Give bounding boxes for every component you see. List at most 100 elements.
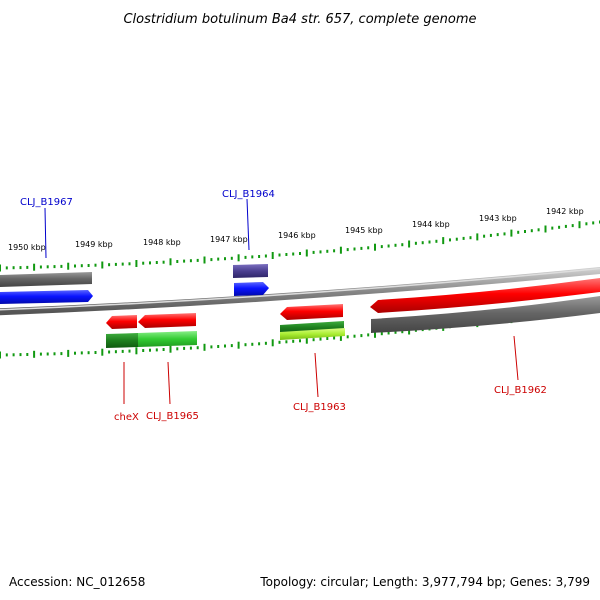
inner-scale-tick bbox=[367, 333, 370, 337]
inner-scale-tick bbox=[258, 342, 261, 346]
outer-scale-tick bbox=[449, 238, 451, 242]
inner-scale-tick bbox=[292, 339, 295, 343]
cds-clj-b1967[interactable] bbox=[0, 290, 93, 304]
inner-scale-tick bbox=[285, 340, 288, 344]
outer-scale-tick bbox=[360, 246, 363, 250]
accession-text: Accession: NC_012658 bbox=[9, 575, 145, 589]
gene-label-clj-b1965[interactable]: CLJ_B1965 bbox=[146, 411, 199, 422]
genome-summary: Topology: circular; Length: 3,977,794 bp… bbox=[259, 575, 590, 589]
outer-scale-tick bbox=[121, 262, 124, 266]
outer-scale-tick bbox=[292, 252, 295, 256]
leader-clj-b1964 bbox=[246, 198, 250, 251]
outer-scale-tick bbox=[367, 246, 370, 250]
outer-scale-tick bbox=[94, 263, 97, 267]
inner-scale-tick bbox=[360, 334, 363, 338]
outer-scale-tick bbox=[189, 259, 192, 263]
inner-scale-tick bbox=[326, 337, 329, 340]
outer-scale-tick bbox=[224, 257, 226, 261]
outer-scale bbox=[0, 220, 600, 272]
inner-scale-tick bbox=[80, 351, 83, 355]
outer-scale-tick bbox=[251, 255, 254, 259]
outer-scale-tick bbox=[483, 234, 486, 238]
inner-scale-tick bbox=[401, 330, 404, 334]
outer-scale-tick bbox=[353, 247, 356, 251]
outer-scale-tick bbox=[128, 262, 131, 266]
outer-scale-tick bbox=[551, 226, 554, 230]
outer-scale-tick bbox=[5, 266, 8, 270]
outer-scale-tick bbox=[203, 256, 206, 264]
rna-clj-b1965[interactable] bbox=[138, 331, 197, 347]
outer-scale-tick bbox=[101, 261, 104, 269]
outer-scale-tick bbox=[585, 222, 588, 226]
outer-scale-tick bbox=[67, 262, 70, 270]
inner-scale-tick bbox=[135, 347, 138, 355]
inner-scale-tick bbox=[12, 353, 15, 357]
inner-scale-tick bbox=[210, 345, 213, 349]
inner-scale-tick bbox=[74, 351, 76, 355]
outer-scale-tick bbox=[80, 264, 83, 268]
leader-clj-b1967 bbox=[44, 207, 47, 259]
gene-label-clj-b1967[interactable]: CLJ_B1967 bbox=[20, 197, 73, 208]
inner-scale-tick bbox=[162, 348, 165, 351]
inner-scale-tick bbox=[244, 343, 247, 347]
outer-scale-tick bbox=[230, 256, 233, 260]
inner-scale-tick bbox=[353, 334, 356, 338]
outer-scale-tick bbox=[333, 249, 336, 253]
gene-label-clj-b1962[interactable]: CLJ_B1962 bbox=[494, 385, 547, 396]
outer-scale-tick bbox=[46, 265, 49, 269]
inner-scale-tick bbox=[128, 349, 131, 353]
outer-scale-tick bbox=[326, 249, 329, 253]
scale-label-1946: 1946 kbp bbox=[278, 231, 316, 240]
gene-label-chex[interactable]: cheX bbox=[114, 412, 139, 423]
inner-scale-tick bbox=[271, 339, 274, 347]
inner-scale-tick bbox=[251, 342, 254, 346]
outer-scale-tick bbox=[305, 249, 308, 257]
inner-scale-tick bbox=[26, 353, 29, 356]
outer-scale-tick bbox=[33, 263, 36, 271]
outer-scale-tick bbox=[537, 228, 540, 232]
gene-label-clj-b1963[interactable]: CLJ_B1963 bbox=[293, 402, 346, 413]
rna-chex[interactable] bbox=[106, 333, 138, 348]
inner-scale-tick bbox=[305, 336, 308, 344]
inner-scale-tick bbox=[183, 346, 186, 350]
leader-clj-b1963 bbox=[314, 352, 319, 398]
inner-scale-tick bbox=[408, 327, 411, 335]
reverse-strand bbox=[106, 278, 600, 348]
outer-scale-tick bbox=[503, 232, 506, 236]
outer-scale-tick bbox=[524, 230, 526, 233]
outer-scale-tick bbox=[442, 237, 445, 245]
scale-label-1949: 1949 kbp bbox=[75, 240, 113, 249]
outer-scale-tick bbox=[578, 221, 581, 229]
outer-scale-tick bbox=[564, 224, 567, 228]
outer-scale-tick bbox=[517, 230, 520, 234]
inner-scale-tick bbox=[94, 351, 97, 354]
inner-scale-tick bbox=[19, 353, 22, 357]
cds-clj-b1962[interactable] bbox=[370, 278, 600, 313]
rna-clj-b1963-b[interactable] bbox=[280, 328, 345, 340]
gene-bar-clj-b1962[interactable] bbox=[371, 296, 600, 333]
inner-scale-tick bbox=[39, 352, 42, 356]
outer-scale-tick bbox=[510, 229, 513, 237]
inner-scale-tick bbox=[114, 350, 117, 354]
inner-scale-tick bbox=[5, 353, 8, 357]
cds-clj-b1963[interactable] bbox=[280, 304, 343, 320]
genome-backbone-highlight bbox=[0, 267, 600, 311]
cds-clj-b1964[interactable] bbox=[234, 282, 269, 296]
inner-scale-tick bbox=[53, 352, 56, 356]
cds-chex[interactable] bbox=[106, 315, 137, 329]
leader-clj-b1965 bbox=[167, 361, 171, 405]
inner-scale-tick bbox=[33, 350, 36, 358]
inner-scale-tick bbox=[394, 330, 397, 334]
outer-scale-tick bbox=[196, 258, 199, 262]
gene-bar-clj-b1964[interactable] bbox=[233, 264, 268, 278]
outer-scale-tick bbox=[414, 241, 417, 245]
cds-clj-b1965[interactable] bbox=[138, 313, 196, 328]
outer-scale-tick bbox=[285, 253, 288, 256]
outer-scale-tick bbox=[558, 225, 561, 229]
inner-scale-tick bbox=[224, 344, 226, 348]
gene-label-clj-b1964[interactable]: CLJ_B1964 bbox=[222, 189, 275, 200]
gene-bar-clj-b1967[interactable] bbox=[0, 272, 92, 287]
outer-scale-tick bbox=[155, 261, 158, 264]
inner-scale-tick bbox=[169, 345, 172, 353]
